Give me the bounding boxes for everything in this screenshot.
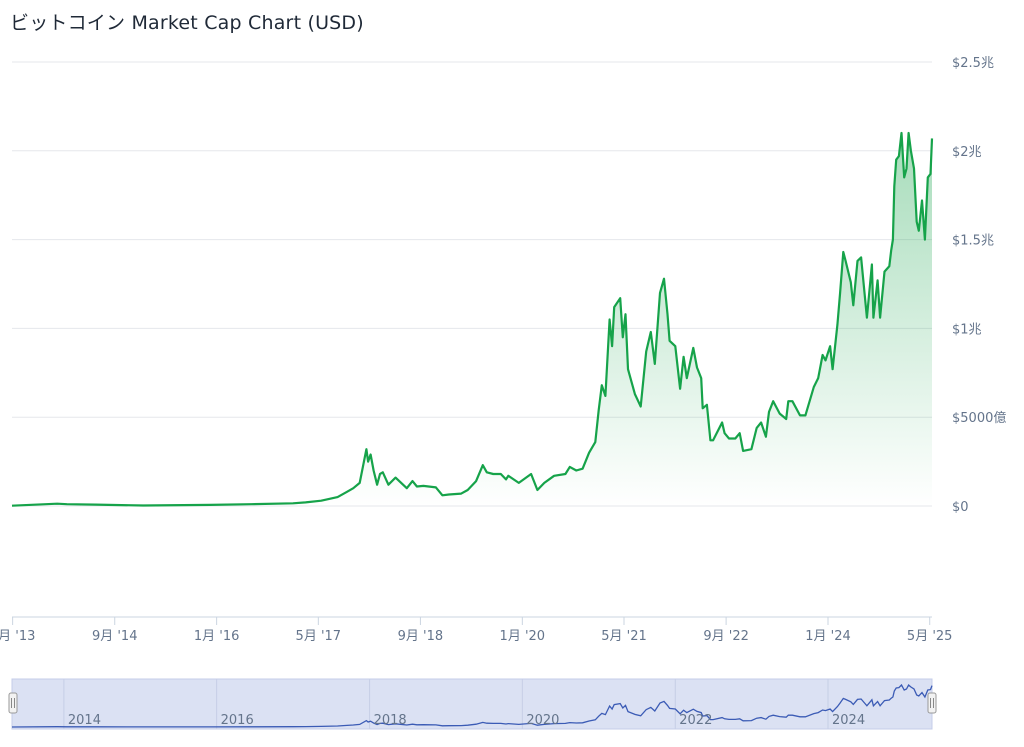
y-tick-label-2: $1兆 bbox=[952, 322, 982, 337]
y-tick-label-1: $5000億 bbox=[952, 410, 1006, 426]
navigator-grid bbox=[63, 679, 829, 729]
x-tick-label-8: 1月 '24 bbox=[805, 629, 851, 644]
navigator-labels: 2014 2016 2018 2020 2022 2024 bbox=[68, 713, 865, 728]
series-layer bbox=[11, 131, 934, 507]
chart-title: ビットコイン Market Cap Chart (USD) bbox=[10, 12, 364, 34]
x-axis-ticks: 5月 '13 9月 '14 1月 '16 5月 '17 9月 '18 1月 '20 5月 '… bbox=[0, 617, 952, 644]
x-tick-label-0: 5月 '13 bbox=[0, 629, 35, 644]
y-tick-label-5: $2.5兆 bbox=[952, 56, 994, 71]
y-axis-ticks: $0 $5000億 $1兆 $1.5兆 $2兆 $2.5兆 bbox=[952, 56, 1006, 515]
navigator-handle-right[interactable] bbox=[927, 692, 937, 714]
x-tick-label-7: 9月 '22 bbox=[703, 629, 749, 644]
x-tick-label-2: 1月 '16 bbox=[194, 629, 240, 644]
market-cap-line bbox=[11, 131, 934, 507]
navigator-range[interactable] bbox=[11, 678, 933, 730]
x-tick-label-3: 5月 '17 bbox=[296, 629, 342, 644]
x-tick-label-6: 5月 '21 bbox=[601, 629, 647, 644]
navigator-label-3: 2020 bbox=[526, 713, 559, 728]
navigator-label-5: 2024 bbox=[832, 713, 865, 728]
navigator-label-1: 2016 bbox=[221, 713, 254, 728]
navigator[interactable]: 2014 2016 2018 2020 2022 2024 bbox=[8, 678, 937, 730]
y-tick-label-0: $0 bbox=[952, 500, 969, 515]
navigator-handle-left[interactable] bbox=[8, 692, 18, 714]
navigator-handle-right-grip[interactable] bbox=[927, 692, 937, 714]
x-tick-label-9: 5月 '25 bbox=[907, 629, 953, 644]
market-cap-area bbox=[12, 133, 932, 506]
navigator-handle-left-grip[interactable] bbox=[8, 692, 18, 714]
y-tick-label-4: $2兆 bbox=[952, 145, 982, 160]
navigator-label-0: 2014 bbox=[68, 713, 101, 728]
navigator-label-2: 2018 bbox=[374, 713, 407, 728]
x-tick-label-1: 9月 '14 bbox=[92, 629, 138, 644]
y-tick-label-3: $1.5兆 bbox=[952, 234, 994, 249]
navigator-series-line bbox=[11, 683, 933, 728]
x-tick-label-4: 9月 '18 bbox=[398, 629, 444, 644]
x-tick-label-5: 1月 '20 bbox=[500, 629, 546, 644]
navigator-label-4: 2022 bbox=[679, 713, 712, 728]
